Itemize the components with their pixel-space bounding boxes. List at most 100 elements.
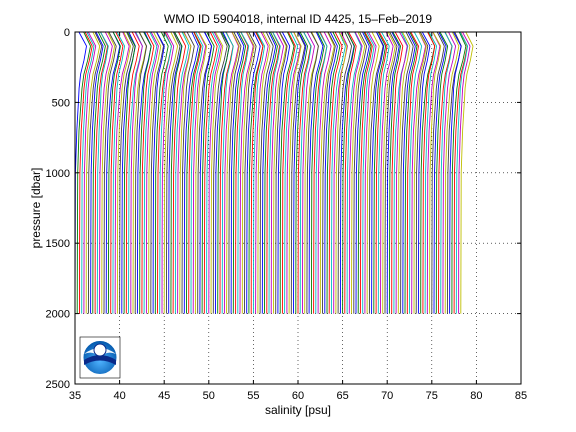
profile-line	[306, 32, 319, 314]
profile-line	[302, 32, 315, 314]
profile-line	[377, 32, 390, 314]
profile-line	[148, 32, 162, 314]
profile-line	[409, 32, 423, 314]
profile-line	[239, 32, 254, 314]
profile-line	[386, 32, 400, 314]
profile-line	[261, 32, 277, 314]
profile-line	[235, 32, 249, 314]
profile-line	[324, 32, 338, 314]
x-tick-label: 80	[470, 390, 482, 402]
profile-line	[192, 32, 207, 314]
x-tick-label: 60	[292, 390, 304, 402]
profile-line	[429, 32, 442, 314]
profile-line	[134, 32, 148, 314]
profile-line	[424, 32, 438, 314]
profile-line	[201, 32, 215, 314]
profile-line	[440, 32, 453, 314]
profile-line	[346, 32, 362, 314]
profile-line	[400, 32, 414, 314]
profile-line	[330, 32, 346, 314]
y-axis-label: pressure [dbar]	[29, 168, 43, 249]
profile-line	[415, 32, 429, 314]
profile-line	[266, 32, 281, 314]
profile-line	[101, 32, 116, 314]
profile-line	[284, 32, 299, 314]
profile-line	[123, 32, 136, 314]
profile-line	[103, 32, 117, 314]
noaa-logo	[79, 336, 121, 379]
profile-line	[94, 32, 109, 314]
profile-line	[150, 32, 164, 314]
profile-line	[99, 32, 113, 314]
profile-line	[288, 32, 302, 314]
profile-line	[402, 32, 416, 314]
profile-line	[183, 32, 199, 314]
profile-line	[382, 32, 396, 314]
profile-line	[315, 32, 328, 314]
profile-line	[170, 32, 183, 314]
profile-line	[433, 32, 447, 314]
profile-line	[449, 32, 462, 314]
profile-line	[139, 32, 152, 314]
x-tick-label: 85	[515, 390, 527, 402]
profile-line	[79, 32, 93, 314]
profile-line	[125, 32, 140, 314]
profile-line	[194, 32, 208, 314]
profile-line	[371, 32, 385, 314]
profile-line	[203, 32, 218, 314]
profile-line	[335, 32, 348, 314]
x-tick-label: 45	[158, 390, 170, 402]
x-tick-label: 50	[203, 390, 215, 402]
profile-line	[375, 32, 388, 314]
x-tick-label: 40	[113, 390, 125, 402]
profile-line	[241, 32, 255, 314]
x-axis-label: salinity [psu]	[265, 403, 331, 417]
profile-line	[348, 32, 363, 314]
profile-line	[333, 32, 348, 314]
profile-line	[85, 32, 101, 314]
profile-line	[455, 32, 469, 314]
profile-line	[277, 32, 291, 314]
profile-line	[250, 32, 264, 314]
profile-line	[326, 32, 341, 314]
profile-line	[87, 32, 103, 314]
profile-line	[237, 32, 250, 314]
profile-line	[232, 32, 247, 314]
profile-line	[295, 32, 308, 314]
profile-line	[342, 32, 355, 314]
profile-line	[426, 32, 441, 314]
profile-line	[411, 32, 427, 314]
profile-line	[217, 32, 230, 314]
profile-line	[317, 32, 332, 314]
profile-line	[83, 32, 97, 314]
profile-line	[397, 32, 411, 314]
profile-line	[286, 32, 301, 314]
profile-line	[384, 32, 398, 314]
profile-line	[353, 32, 368, 314]
profile-line	[310, 32, 325, 314]
profile-line	[259, 32, 274, 314]
x-tick-label: 65	[336, 390, 348, 402]
profile-line	[373, 32, 387, 314]
profile-line	[190, 32, 204, 314]
profile-line	[110, 32, 124, 314]
profile-line	[159, 32, 172, 314]
profile-line	[435, 32, 449, 314]
profile-line	[273, 32, 287, 314]
profile-line	[226, 32, 240, 314]
profile-line	[130, 32, 143, 314]
profile-line	[270, 32, 285, 314]
profile-line	[152, 32, 165, 314]
x-tick-label: 35	[69, 390, 81, 402]
profile-line	[161, 32, 175, 314]
profile-line	[92, 32, 106, 314]
profile-line	[90, 32, 104, 314]
profile-line	[223, 32, 239, 314]
profile-line	[359, 32, 373, 314]
profile-line	[328, 32, 343, 314]
profile-line	[275, 32, 288, 314]
profile-line	[431, 32, 445, 314]
profile-line	[257, 32, 271, 314]
profile-line	[460, 32, 474, 314]
profile-line	[442, 32, 457, 314]
